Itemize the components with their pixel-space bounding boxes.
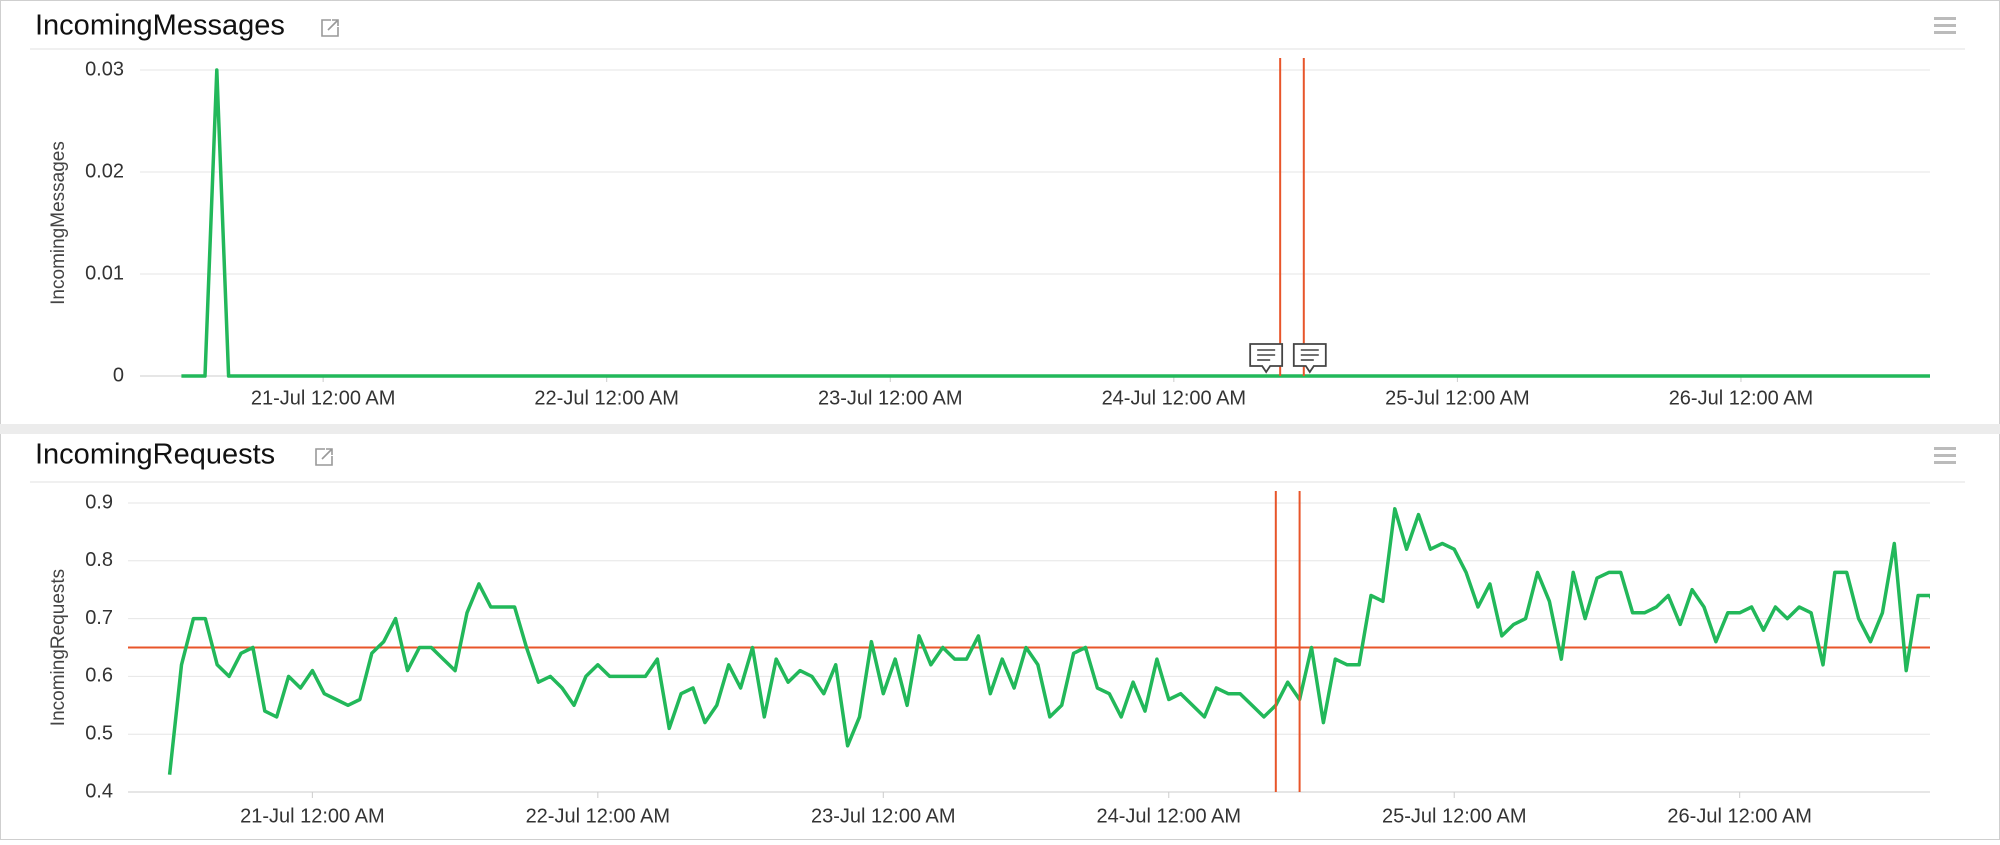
y-tick-label: 0.9	[85, 491, 113, 513]
x-tick-label: 23-Jul 12:00 AM	[811, 805, 956, 827]
menu-icon[interactable]	[1934, 447, 1956, 464]
x-tick-label: 23-Jul 12:00 AM	[818, 387, 963, 409]
panel-separator	[0, 424, 2000, 434]
y-tick-label: 0.5	[85, 722, 113, 744]
external-link-icon[interactable]	[315, 448, 333, 466]
x-tick-label: 26-Jul 12:00 AM	[1669, 387, 1814, 409]
x-tick-label: 25-Jul 12:00 AM	[1385, 387, 1530, 409]
y-axis-label: IncomingRequests	[48, 569, 69, 726]
external-link-icon[interactable]	[321, 19, 339, 37]
y-tick-label: 0	[113, 364, 124, 386]
x-tick-label: 24-Jul 12:00 AM	[1096, 805, 1241, 827]
y-tick-label: 0.03	[85, 58, 124, 80]
icon-arrow	[321, 448, 333, 460]
y-tick-label: 0.4	[85, 780, 113, 802]
x-tick-label: 26-Jul 12:00 AM	[1667, 805, 1812, 827]
annotation-comment-icon[interactable]	[1292, 343, 1327, 374]
y-tick-label: 0.02	[85, 160, 124, 182]
chart-title: IncomingRequests	[35, 439, 275, 471]
x-tick-label: 21-Jul 12:00 AM	[240, 805, 385, 827]
x-tick-label: 21-Jul 12:00 AM	[251, 387, 396, 409]
x-tick-label: 24-Jul 12:00 AM	[1102, 387, 1247, 409]
y-tick-label: 0.6	[85, 665, 113, 687]
annotation-comment-icon[interactable]	[1249, 343, 1284, 374]
icon-box	[321, 19, 339, 37]
icon-arrow	[327, 19, 339, 31]
x-tick-label: 22-Jul 12:00 AM	[526, 805, 671, 827]
y-tick-label: 0.7	[85, 607, 113, 629]
bubble	[1249, 343, 1284, 374]
chart-title: IncomingMessages	[35, 10, 285, 42]
x-tick-label: 25-Jul 12:00 AM	[1382, 805, 1527, 827]
menu-icon[interactable]	[1934, 17, 1956, 34]
y-axis-label: IncomingMessages	[48, 141, 69, 305]
y-tick-label: 0.01	[85, 262, 124, 284]
icon-box	[315, 448, 333, 466]
series-line	[181, 68, 1930, 378]
bubble	[1292, 343, 1327, 374]
x-tick-label: 22-Jul 12:00 AM	[534, 387, 679, 409]
y-tick-label: 0.8	[85, 549, 113, 571]
series-line	[167, 507, 1930, 775]
